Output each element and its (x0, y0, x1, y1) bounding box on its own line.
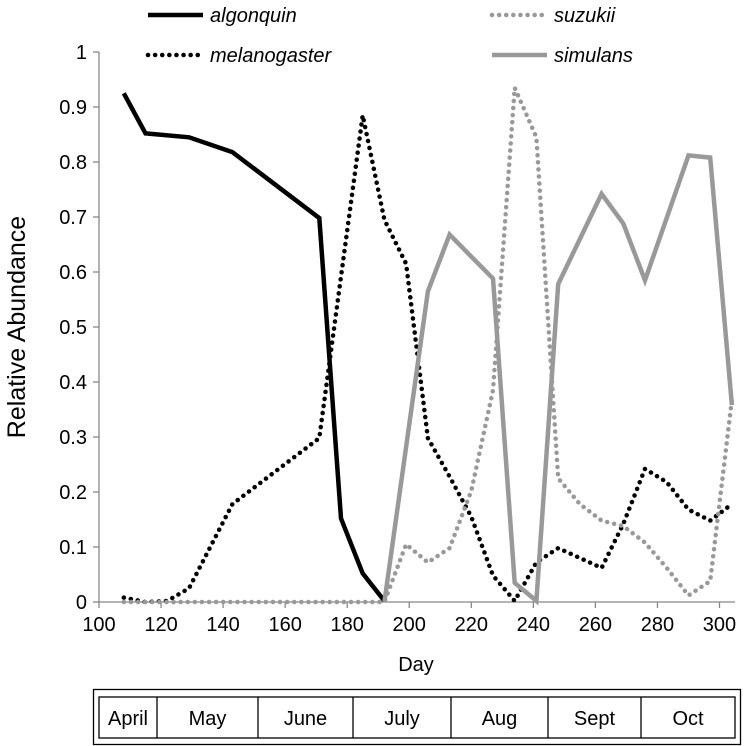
x-axis-title: Day (398, 654, 434, 676)
y-tick-label: 0.4 (59, 372, 87, 394)
y-tick-label: 0.6 (59, 262, 87, 284)
legend-label-melanogaster: melanogaster (210, 45, 333, 67)
x-tick-label: 300 (703, 614, 736, 636)
y-tick-label: 0.3 (59, 427, 87, 449)
x-ticks: 100 120 140 160 180 200 220 240 260 280 300 (82, 602, 736, 636)
y-tick-label: 0.2 (59, 482, 87, 504)
month-label-may: May (189, 708, 227, 730)
axes (98, 52, 735, 603)
y-tick-label: 1 (76, 42, 87, 64)
series-line-simulans (382, 152, 735, 606)
y-axis-title: Relative Abundance (3, 216, 31, 438)
y-tick-label: 0.7 (59, 207, 87, 229)
x-tick-label: 120 (144, 614, 177, 636)
series-line-suzukii (121, 86, 735, 605)
y-tick-label: 0.1 (59, 537, 87, 559)
month-label-sept: Sept (574, 708, 616, 730)
month-label-july: July (384, 708, 420, 730)
series-lines (121, 86, 735, 606)
month-bar: April May June July Aug Sept Oct (92, 688, 742, 746)
x-tick-label: 200 (393, 614, 426, 636)
legend-label-simulans: simulans (554, 45, 633, 67)
x-tick-label: 240 (517, 614, 550, 636)
x-tick-label: 260 (579, 614, 612, 636)
month-bar-frame (92, 688, 742, 746)
month-label-aug: Aug (482, 708, 518, 730)
y-tick-label: 0 (76, 592, 87, 614)
series-line-algonquin (121, 92, 387, 603)
y-tick-label: 0.5 (59, 317, 87, 339)
legend: algonquin melanogaster suzukii simulans (145, 5, 633, 67)
month-bar-inner (98, 696, 736, 739)
x-tick-label: 160 (268, 614, 301, 636)
x-tick-label: 140 (206, 614, 239, 636)
x-tick-label: 180 (331, 614, 364, 636)
x-tick-label: 220 (455, 614, 488, 636)
month-label-oct: Oct (672, 708, 704, 730)
month-label-april: April (108, 708, 148, 730)
y-tick-label: 0.8 (59, 152, 87, 174)
series-line-melanogaster (121, 114, 735, 605)
y-tick-label: 0.9 (59, 97, 87, 119)
y-ticks: 0 0.1 0.2 0.3 0.4 0.5 0.6 0.7 0.8 0.9 1 (59, 42, 99, 614)
month-label-june: June (284, 708, 327, 730)
x-tick-label: 280 (641, 614, 674, 636)
x-tick-label: 100 (82, 614, 115, 636)
legend-label-algonquin: algonquin (210, 5, 297, 27)
legend-label-suzukii: suzukii (554, 5, 616, 27)
